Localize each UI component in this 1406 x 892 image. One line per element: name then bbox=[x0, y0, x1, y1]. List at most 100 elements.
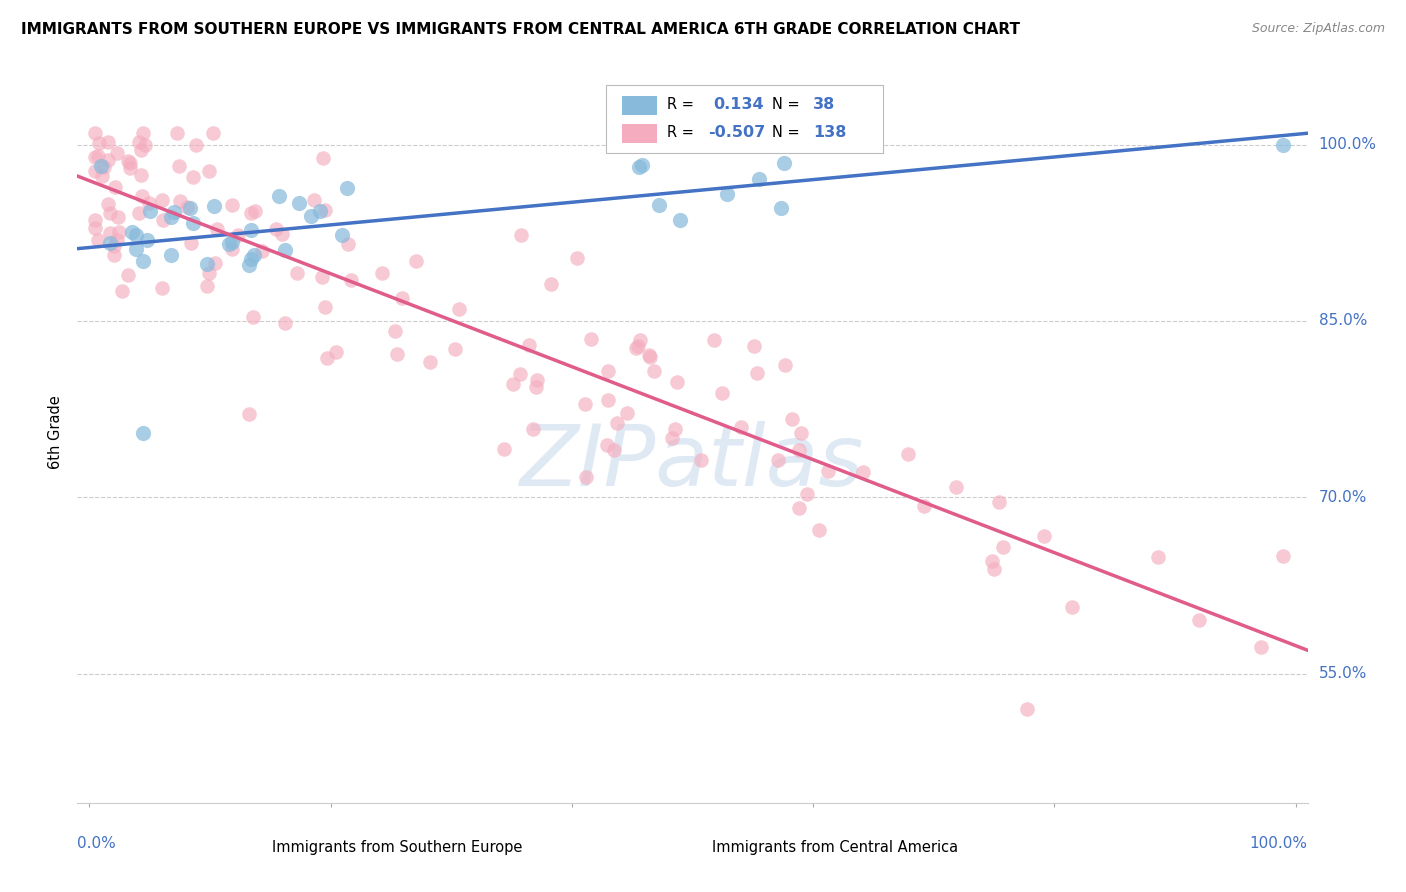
Point bbox=[574, 397, 596, 411]
Point bbox=[181, 216, 204, 230]
Text: N =: N = bbox=[772, 125, 800, 140]
Point bbox=[270, 227, 292, 242]
Point bbox=[226, 227, 249, 242]
Point bbox=[711, 386, 734, 401]
Point bbox=[664, 421, 686, 435]
Point bbox=[197, 163, 219, 178]
Text: 38: 38 bbox=[813, 97, 835, 112]
Point bbox=[596, 438, 619, 452]
Point bbox=[221, 235, 243, 249]
Text: 0.0%: 0.0% bbox=[77, 836, 117, 851]
Point bbox=[912, 500, 935, 514]
Point bbox=[264, 222, 287, 236]
Point bbox=[384, 324, 406, 338]
Point bbox=[510, 228, 533, 243]
Text: 55.0%: 55.0% bbox=[1319, 666, 1367, 681]
Point bbox=[897, 447, 920, 461]
Point bbox=[97, 153, 120, 167]
Point bbox=[787, 501, 810, 516]
Point bbox=[139, 204, 162, 219]
Point bbox=[221, 198, 243, 212]
Point bbox=[97, 196, 120, 211]
Point bbox=[118, 155, 141, 169]
Point bbox=[129, 168, 152, 182]
Point bbox=[579, 333, 602, 347]
Point bbox=[180, 236, 202, 251]
Point bbox=[790, 425, 813, 440]
Point bbox=[121, 225, 143, 239]
Point bbox=[111, 285, 134, 299]
Point bbox=[238, 258, 260, 272]
Point bbox=[502, 376, 524, 391]
Point bbox=[526, 373, 548, 387]
Text: N =: N = bbox=[772, 97, 800, 112]
Point bbox=[181, 169, 204, 184]
Point bbox=[125, 242, 148, 256]
Point bbox=[661, 431, 683, 445]
Point bbox=[84, 150, 107, 164]
Point bbox=[309, 203, 332, 218]
Point bbox=[336, 237, 359, 252]
Point bbox=[330, 228, 353, 243]
Point bbox=[84, 164, 107, 178]
Point bbox=[747, 366, 769, 380]
Point bbox=[239, 223, 262, 237]
Point bbox=[167, 160, 190, 174]
FancyBboxPatch shape bbox=[623, 124, 657, 143]
Point bbox=[84, 126, 107, 140]
Point bbox=[817, 464, 839, 478]
Point bbox=[125, 228, 148, 243]
Point bbox=[1015, 702, 1038, 716]
Point bbox=[987, 495, 1010, 509]
Point bbox=[103, 248, 125, 262]
Point bbox=[131, 189, 153, 203]
Point bbox=[1272, 549, 1295, 563]
Point bbox=[239, 206, 262, 220]
Point bbox=[100, 235, 122, 250]
Point bbox=[603, 442, 626, 457]
Point bbox=[136, 233, 159, 247]
Point bbox=[391, 291, 413, 305]
Point bbox=[202, 199, 225, 213]
Text: 138: 138 bbox=[813, 125, 846, 140]
Point bbox=[84, 213, 107, 227]
Point bbox=[606, 416, 628, 430]
Point bbox=[444, 342, 467, 356]
Point bbox=[567, 251, 589, 265]
Point bbox=[201, 126, 224, 140]
Point bbox=[325, 344, 347, 359]
Point bbox=[1147, 549, 1170, 564]
Point bbox=[1188, 614, 1211, 628]
Point bbox=[1032, 529, 1054, 543]
Point bbox=[90, 159, 112, 173]
Point bbox=[631, 158, 654, 172]
Point bbox=[285, 266, 308, 280]
Point bbox=[240, 252, 263, 266]
Point bbox=[852, 465, 875, 479]
Point bbox=[689, 453, 711, 467]
Point bbox=[243, 248, 266, 262]
Point bbox=[129, 143, 152, 157]
Point bbox=[669, 212, 692, 227]
Point bbox=[221, 242, 243, 256]
Text: 85.0%: 85.0% bbox=[1319, 313, 1367, 328]
Point bbox=[91, 169, 114, 183]
Text: -0.507: -0.507 bbox=[709, 125, 766, 140]
Point bbox=[316, 351, 339, 365]
Point bbox=[1250, 640, 1272, 655]
Point bbox=[596, 364, 619, 378]
Point bbox=[302, 194, 325, 208]
FancyBboxPatch shape bbox=[238, 841, 264, 856]
Point bbox=[311, 269, 333, 284]
Text: 100.0%: 100.0% bbox=[1250, 836, 1308, 851]
Point bbox=[250, 244, 273, 258]
Point bbox=[97, 135, 120, 149]
Point bbox=[117, 153, 139, 168]
Point bbox=[627, 339, 650, 353]
Point bbox=[86, 233, 108, 247]
Point bbox=[117, 268, 139, 282]
Point bbox=[993, 540, 1015, 554]
Point bbox=[134, 137, 156, 152]
Point bbox=[780, 411, 803, 425]
Point bbox=[643, 364, 665, 378]
